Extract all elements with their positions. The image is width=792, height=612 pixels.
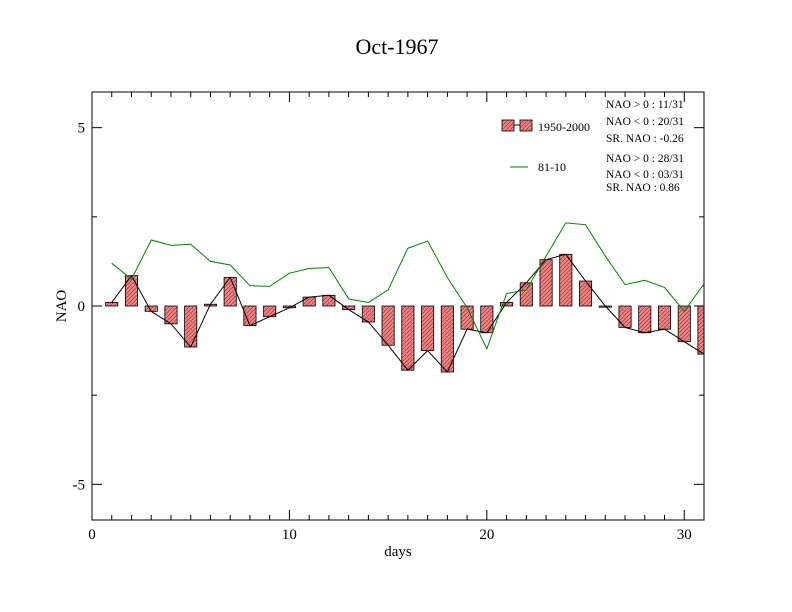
stat-line: NAO < 0 : 03/31	[606, 169, 684, 181]
legend: 1950-2000 81-10	[501, 119, 590, 174]
bar-day-16	[401, 305, 415, 371]
y-tick-label: -5	[73, 477, 86, 493]
legend-label-1950-2000: 1950-2000	[538, 120, 590, 134]
stat-line: SR. NAO : 0.86	[606, 182, 680, 194]
bar-day-2	[124, 275, 139, 307]
legend-label-81-10: 81-10	[538, 160, 566, 174]
bar-day-1	[105, 302, 119, 307]
bar-day-27	[618, 305, 632, 328]
bar-day-17	[421, 305, 435, 351]
stat-line: SR. NAO : -0.26	[606, 133, 684, 145]
bar-day-22	[519, 282, 533, 307]
bar-day-11	[302, 296, 316, 307]
y-axis-label: NAO	[54, 290, 70, 323]
bar-series-1950-2000	[105, 253, 704, 373]
legend-swatch-bar-2	[519, 119, 533, 132]
x-axis-label: days	[384, 544, 412, 560]
y-tick-label: 0	[78, 299, 86, 315]
bar-day-23	[539, 259, 553, 307]
x-tick-label: 30	[677, 527, 692, 543]
y-axis-ticks: -5 0 5	[73, 121, 704, 493]
chart-title: Oct-1967	[355, 34, 438, 59]
bar-day-20	[480, 305, 494, 334]
line-81-10	[111, 222, 704, 351]
bar-series-line	[111, 253, 704, 373]
bar-day-28	[638, 305, 652, 334]
line-series-81-10	[111, 222, 704, 351]
stat-line: NAO < 0 : 20/31	[606, 116, 684, 128]
x-tick-label: 10	[282, 527, 297, 543]
legend-swatch-bar-1	[501, 119, 515, 132]
x-tick-label: 20	[479, 527, 494, 543]
bar-day-24	[559, 253, 573, 307]
stats-annotation-81-10: NAO > 0 : 28/31 NAO < 0 : 03/31 SR. NAO …	[606, 153, 684, 194]
stat-line: NAO > 0 : 28/31	[606, 153, 684, 165]
x-tick-label: 0	[88, 527, 96, 543]
bar-day-12	[322, 294, 336, 307]
bar-day-5	[184, 305, 198, 348]
bar-day-7	[223, 277, 237, 307]
y-tick-label: 5	[78, 121, 86, 137]
bar-day-15	[381, 305, 395, 346]
bar-day-29	[657, 305, 672, 330]
bar-day-25	[579, 280, 593, 307]
bar-day-31	[697, 305, 704, 355]
stat-line: NAO > 0 : 11/31	[606, 99, 684, 111]
bar-series-connector-line	[111, 253, 704, 373]
x-axis-ticks: 0 10 20 30	[88, 92, 705, 543]
stats-annotation-1950-2000: NAO > 0 : 11/31 NAO < 0 : 20/31 SR. NAO …	[606, 99, 684, 145]
